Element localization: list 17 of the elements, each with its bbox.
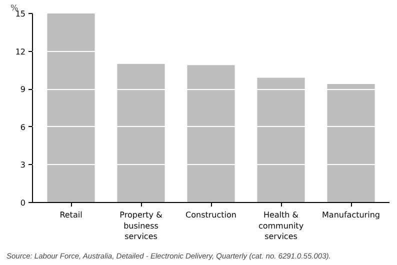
bar: [257, 78, 305, 202]
y-tick-label: 9: [20, 85, 26, 94]
bar: [187, 65, 235, 202]
bar: [327, 84, 375, 202]
y-axis-title: %: [10, 4, 18, 12]
x-tick-label: Construction: [186, 210, 236, 220]
bar: [117, 64, 165, 202]
x-tick-label: Property & business services: [120, 210, 162, 242]
x-tick-label: Retail: [60, 210, 82, 220]
y-tick-label: 15: [15, 10, 26, 18]
x-tick-label: Health & community services: [258, 210, 304, 242]
bar: [47, 14, 95, 202]
x-tick-label: Manufacturing: [322, 210, 380, 220]
y-tick-label: 3: [20, 160, 26, 170]
y-tick-label: 0: [20, 198, 26, 208]
y-tick-label: 12: [15, 47, 26, 56]
y-tick-label: 6: [20, 122, 26, 132]
